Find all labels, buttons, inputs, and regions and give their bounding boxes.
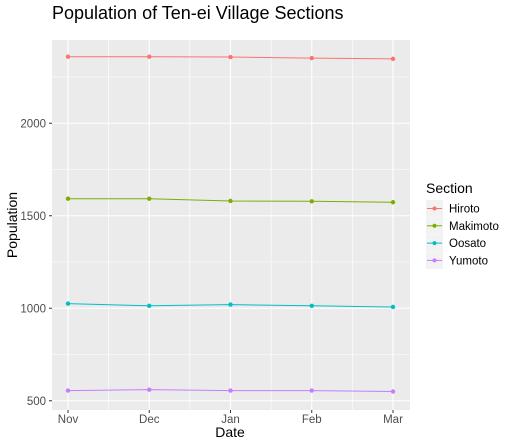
x-tick-label: Jan: [221, 414, 240, 426]
y-tick-label: 500: [27, 396, 46, 408]
legend-label-makimoto: Makimoto: [449, 221, 499, 233]
data-point-oosato: [65, 301, 71, 306]
legend: Section Hiroto Makimoto Oosato Yumoto: [426, 180, 499, 269]
y-tick-label: 1500: [20, 211, 46, 223]
y-axis: 500 1000 1500 2000: [20, 118, 52, 408]
data-point-yumoto: [309, 388, 314, 393]
x-axis: Nov Dec Jan Feb Mar: [58, 410, 403, 426]
data-point-yumoto: [228, 388, 233, 393]
legend-label-yumoto: Yumoto: [449, 255, 488, 267]
data-point-hiroto: [309, 55, 314, 61]
y-tick-label: 1000: [20, 303, 46, 315]
y-tick-label: 2000: [20, 118, 46, 130]
data-point-oosato: [309, 303, 314, 309]
data-point-makimoto: [228, 198, 233, 204]
data-point-oosato: [147, 303, 152, 309]
data-point-yumoto: [390, 389, 396, 394]
legend-key-point-yumoto: [432, 258, 437, 263]
data-point-hiroto: [147, 54, 152, 59]
x-tick-label: Mar: [383, 414, 403, 426]
legend-key-point-oosato: [432, 241, 437, 246]
legend-label-oosato: Oosato: [449, 238, 486, 250]
series-oosato: [65, 301, 396, 310]
data-point-oosato: [390, 304, 396, 310]
series-layer: [65, 54, 396, 394]
chart-title: Population of Ten-ei Village Sections: [52, 3, 344, 23]
data-point-hiroto: [390, 56, 396, 62]
grid-lines: [52, 40, 410, 410]
data-point-oosato: [228, 302, 233, 307]
x-tick-label: Nov: [58, 414, 79, 426]
x-tick-label: Feb: [302, 414, 322, 426]
data-point-yumoto: [147, 387, 152, 392]
x-axis-title: Date: [215, 424, 245, 440]
series-yumoto: [65, 387, 396, 394]
series-hiroto: [65, 54, 396, 62]
legend-title: Section: [426, 180, 473, 196]
legend-label-hiroto: Hiroto: [449, 204, 480, 216]
data-point-makimoto: [309, 199, 314, 204]
y-axis-title: Population: [4, 192, 20, 258]
data-point-hiroto: [65, 54, 71, 59]
data-point-makimoto: [65, 196, 71, 201]
legend-key-point-makimoto: [432, 223, 437, 228]
data-point-makimoto: [390, 200, 396, 205]
x-tick-label: Dec: [139, 414, 160, 426]
data-point-hiroto: [228, 54, 233, 60]
data-point-makimoto: [147, 196, 152, 201]
legend-key-point-hiroto: [432, 206, 437, 211]
data-point-yumoto: [65, 388, 71, 393]
series-makimoto: [65, 196, 396, 205]
